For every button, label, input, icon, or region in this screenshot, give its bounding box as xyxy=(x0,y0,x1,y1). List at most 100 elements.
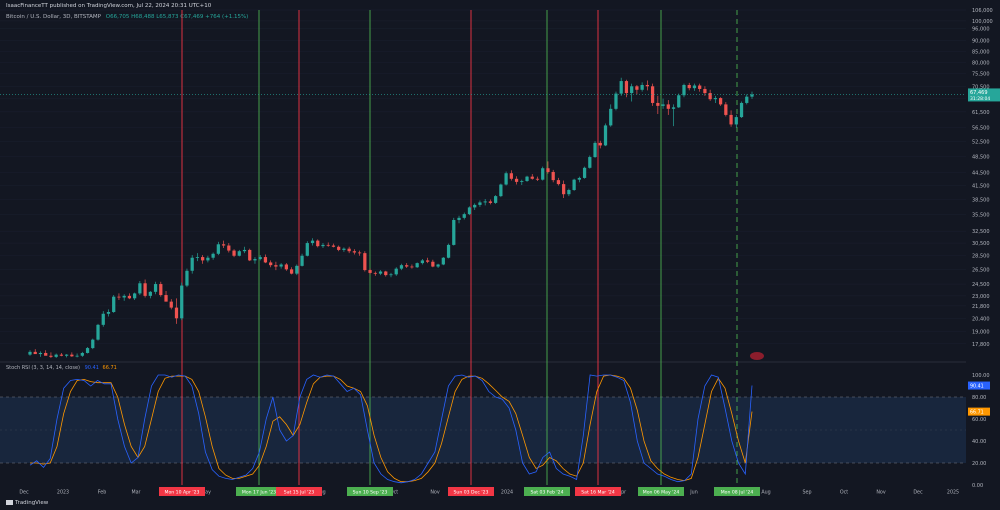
candle-body xyxy=(227,245,231,251)
publisher-line: IsaacFinanceTT published on TradingView.… xyxy=(6,3,212,9)
candle-body xyxy=(331,245,336,247)
candle-body xyxy=(80,352,84,356)
candle-body xyxy=(237,251,241,256)
price-tick-label: 28,500 xyxy=(972,254,990,260)
candle-body xyxy=(572,179,576,191)
candle-body xyxy=(326,244,330,246)
marker-date-badge xyxy=(159,487,205,496)
candle-body xyxy=(698,85,702,89)
price-tick-label: 90,000 xyxy=(972,39,990,45)
grid-layer xyxy=(0,9,966,363)
candle-body xyxy=(452,220,456,245)
candle-body xyxy=(567,190,571,195)
stoch-d-axis-label: 66.71 xyxy=(970,410,984,416)
candle-body xyxy=(368,270,372,273)
ohlc-values: O66,705 H68,488 L65,873 C67,469 +764 (+1… xyxy=(105,14,249,20)
price-tick-label: 96,000 xyxy=(972,27,990,33)
stoch-d-badge xyxy=(968,407,990,416)
candle-body xyxy=(96,324,100,340)
candle-body xyxy=(546,168,550,172)
candle-body xyxy=(258,257,262,260)
marker-date-label: Mon 08 Jul '24 xyxy=(721,490,754,496)
marker-date-badge xyxy=(575,487,621,496)
price-tick-label: 61,500 xyxy=(972,110,990,116)
price-tick-label: 70,500 xyxy=(972,84,990,90)
marker-date-badge xyxy=(276,487,322,496)
candle-body xyxy=(635,86,639,90)
candle-body xyxy=(363,253,367,271)
candle-body xyxy=(65,354,69,356)
candle-body xyxy=(588,157,592,168)
candle-body xyxy=(666,104,670,109)
candle-body xyxy=(420,260,425,264)
price-tick-label: 20,400 xyxy=(972,316,990,322)
marker-date-label: Mon 06 May '24 xyxy=(643,490,680,496)
candle-body xyxy=(143,283,147,296)
candle-body xyxy=(593,142,597,158)
price-tick-label: 80,000 xyxy=(972,61,990,67)
stoch-k-line xyxy=(29,374,753,484)
candle-body xyxy=(494,196,498,203)
price-tick-label: 24,500 xyxy=(972,282,990,288)
time-tick-label: Aug xyxy=(761,490,770,496)
candle-body xyxy=(750,94,754,97)
candle-body xyxy=(38,352,43,355)
candle-body xyxy=(295,265,299,274)
candle-body xyxy=(174,307,179,319)
price-tick-label: 85,000 xyxy=(972,49,990,55)
candle-body xyxy=(426,260,430,262)
stoch-rsi-legend: Stoch RSI (3, 3, 14, 14, close) 90.41 66… xyxy=(6,365,117,371)
price-tick-label: 38,500 xyxy=(972,197,990,203)
candle-body xyxy=(441,257,445,265)
price-tick-label: 32,500 xyxy=(972,229,990,235)
stoch-tick-label: 20.00 xyxy=(972,461,986,467)
candle-body xyxy=(117,296,121,298)
candle-body xyxy=(473,204,477,208)
candle-body xyxy=(718,98,723,105)
marker-date-badge xyxy=(347,487,393,496)
candle-body xyxy=(201,257,205,261)
candle-body xyxy=(682,84,686,96)
candle-body xyxy=(384,271,388,276)
price-tick-label: 35,500 xyxy=(972,213,990,219)
candle-body xyxy=(28,351,32,355)
candle-body xyxy=(101,313,105,325)
price-tick-label: 75,500 xyxy=(972,71,990,77)
candle-body xyxy=(436,264,440,267)
time-tick-label: 2024 xyxy=(501,490,513,496)
marker-date-label: Sun 10 Sep '23 xyxy=(353,490,388,496)
candle-body xyxy=(525,176,529,181)
stoch-k-axis-label: 90.41 xyxy=(970,384,984,390)
stoch-band-layer xyxy=(0,396,966,464)
candle-body xyxy=(342,248,346,250)
candle-body xyxy=(671,107,676,109)
time-tick-label: Mar xyxy=(131,490,140,496)
candle-body xyxy=(122,295,126,298)
price-tick-label: 21,800 xyxy=(972,304,990,310)
time-tick-label: Feb xyxy=(98,490,107,496)
price-tick-label: 23,000 xyxy=(972,294,990,300)
candle-body xyxy=(206,257,210,261)
candle-body xyxy=(556,180,561,185)
candle-body xyxy=(248,249,252,261)
candle-body xyxy=(49,355,53,357)
marker-date-label: Sun 03 Dec '23 xyxy=(454,490,489,496)
candle-body xyxy=(85,348,90,353)
stoch-rsi-title: Stoch RSI (3, 3, 14, 14, close) xyxy=(6,365,80,371)
price-tick-label: 30,500 xyxy=(972,241,990,247)
candle-body xyxy=(687,84,691,89)
candle-body xyxy=(541,168,545,180)
candle-body xyxy=(514,178,519,182)
stoch-k-badge xyxy=(968,381,990,390)
candle-body xyxy=(504,173,508,185)
candle-body xyxy=(232,250,236,256)
candle-body xyxy=(321,244,325,247)
candle-body xyxy=(708,93,712,100)
candle-body xyxy=(457,217,461,221)
marker-date-badge xyxy=(524,487,570,496)
candle-body xyxy=(148,291,152,296)
candle-body xyxy=(619,81,623,94)
price-tick-label: 41,500 xyxy=(972,183,990,189)
